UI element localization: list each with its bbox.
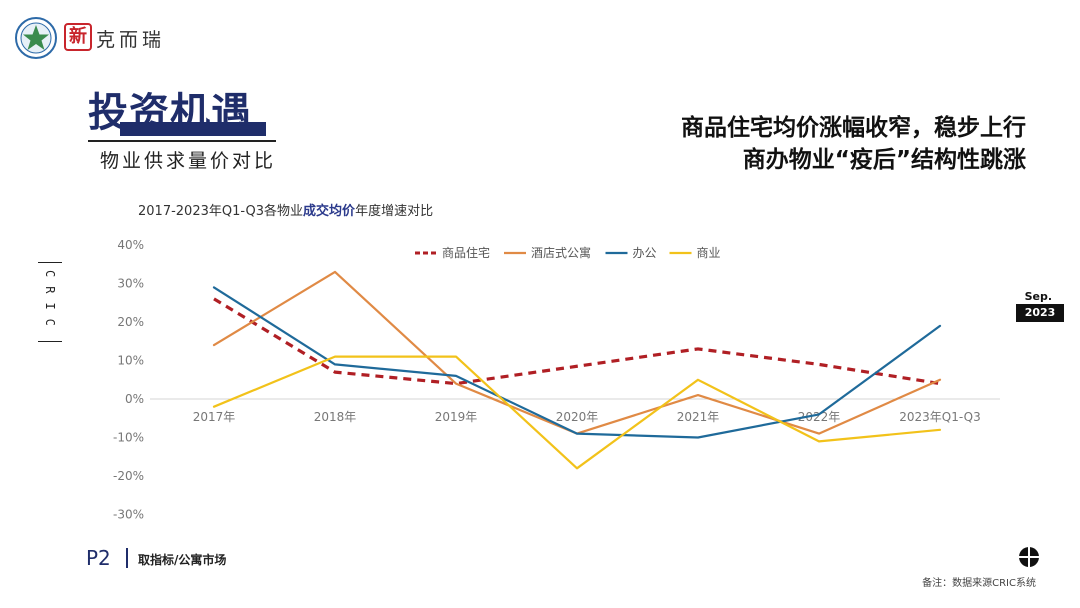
- page-number: P2: [86, 546, 111, 570]
- brand-name: 克而瑞: [96, 29, 166, 51]
- legend-label: 商品住宅: [442, 245, 490, 260]
- x-tick-label: 2021年: [677, 410, 720, 424]
- headline-line-1: 商品住宅均价涨幅收窄，稳步上行: [681, 115, 1026, 141]
- legend-label: 商业: [697, 245, 721, 260]
- cric-side-text: CRIC: [43, 269, 57, 335]
- y-tick-label: 0%: [125, 392, 144, 406]
- cric-side-label: CRIC: [38, 262, 62, 342]
- crosshair-icon: [1019, 547, 1039, 567]
- y-tick-label: 40%: [117, 238, 144, 252]
- series-line: [212, 286, 942, 439]
- x-tick-label: 2018年: [314, 410, 357, 424]
- title-highlight-bar: [120, 122, 266, 136]
- x-tick-label: 2020年: [556, 410, 599, 424]
- y-tick-label: 30%: [117, 277, 144, 291]
- date-year-badge: 2023: [1016, 304, 1064, 322]
- legend-label: 办公: [633, 245, 657, 260]
- y-tick-label: 10%: [117, 354, 144, 368]
- y-tick-label: -10%: [113, 431, 144, 445]
- headline: 商品住宅均价涨幅收窄，稳步上行 商办物业“疫后”结构性跳涨: [681, 112, 1026, 176]
- page-title: 投资机遇: [88, 90, 252, 136]
- chart-title-highlight: 成交均价: [303, 204, 356, 219]
- y-tick-label: 20%: [117, 315, 144, 329]
- source-note: 备注：数据来源CRIC系统: [922, 578, 1036, 589]
- page-divider: [126, 548, 128, 568]
- section-label: 取指标/公寓市场: [138, 553, 227, 567]
- series-line: [212, 355, 942, 470]
- x-tick-label: 2022年: [798, 410, 841, 424]
- brand-seal-mark: 新: [64, 23, 92, 51]
- legend-label: 酒店式公寓: [531, 245, 591, 260]
- chart-title: 2017-2023年Q1-Q3各物业成交均价年度增速对比: [138, 200, 433, 219]
- chart-title-prefix: 2017-2023年Q1-Q3各物业: [138, 204, 304, 219]
- company-seal-logo: [15, 17, 57, 59]
- y-tick-label: -30%: [113, 508, 144, 522]
- page-subtitle: 物业供求量价对比: [100, 150, 277, 172]
- title-underline: [88, 140, 276, 142]
- chart-title-suffix: 年度增速对比: [355, 204, 434, 219]
- series-line: [213, 297, 941, 386]
- x-tick-label: 2019年: [435, 410, 478, 424]
- x-tick-label: 2017年: [193, 410, 236, 424]
- date-month: Sep.: [1024, 290, 1052, 303]
- headline-line-2: 商办物业“疫后”结构性跳涨: [742, 147, 1026, 173]
- x-tick-label: 2023年Q1-Q3: [899, 410, 980, 424]
- y-tick-label: -20%: [113, 469, 144, 483]
